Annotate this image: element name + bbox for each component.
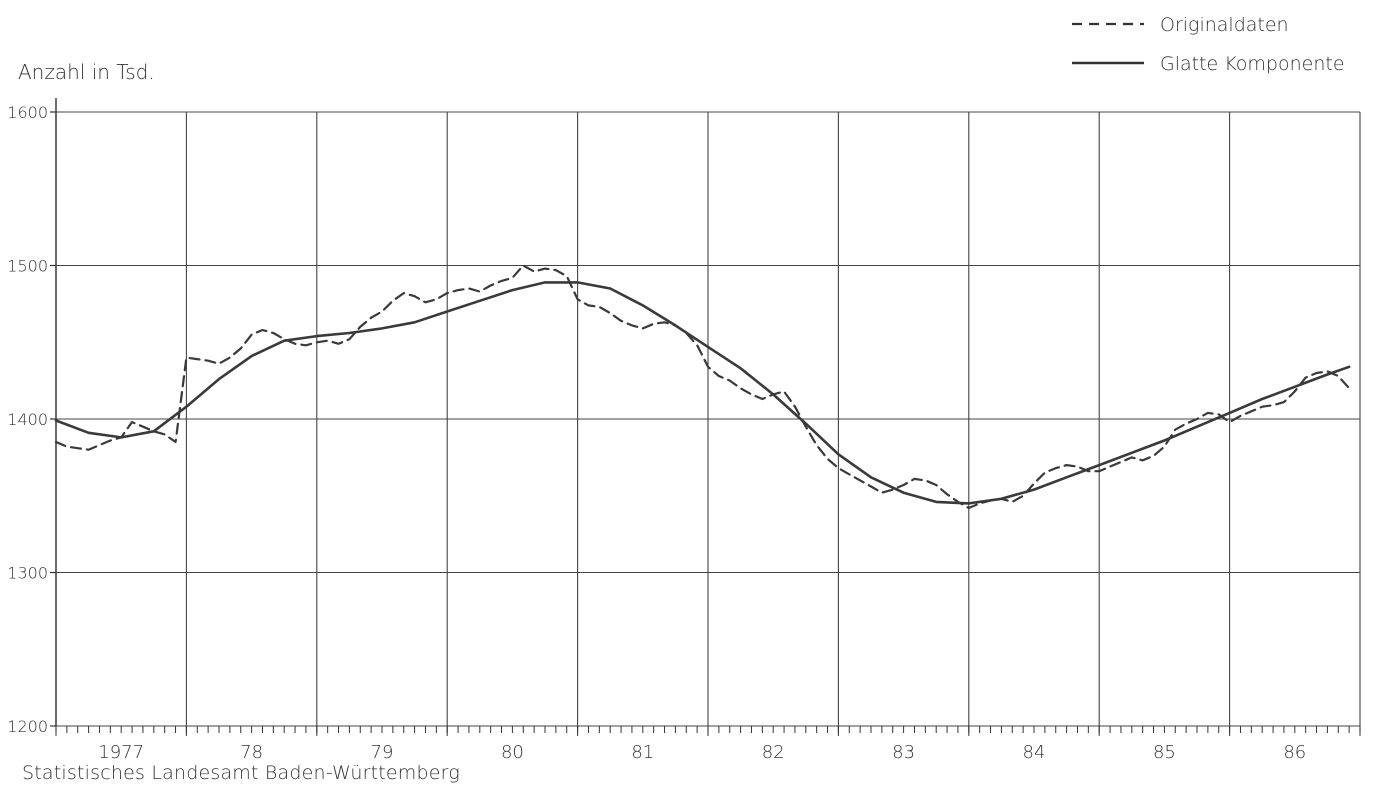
grid — [50, 98, 1361, 736]
year-label: 81 — [631, 742, 654, 763]
y-axis-label: Anzahl in Tsd. — [18, 60, 155, 84]
y-tick-label: 1600 — [7, 103, 48, 122]
legend-label-originaldaten: Originaldaten — [1160, 14, 1289, 36]
year-label: 82 — [762, 742, 785, 763]
year-label: 79 — [371, 742, 394, 763]
year-label: 86 — [1283, 742, 1306, 763]
source-footer: Statistisches Landesamt Baden-Württember… — [22, 762, 460, 784]
minor-ticks — [55, 726, 1361, 733]
y-tick-label: 1400 — [7, 410, 48, 429]
year-label: 78 — [240, 742, 263, 763]
year-label: 85 — [1153, 742, 1176, 763]
y-tick-label: 1500 — [7, 257, 48, 276]
y-tick-label: 1300 — [7, 564, 48, 583]
year-label: 80 — [501, 742, 524, 763]
year-label: 1977 — [98, 742, 144, 763]
series-line-originaldaten — [54, 264, 1351, 510]
series-lines — [54, 264, 1351, 510]
legend: Originaldaten Glatte Komponente — [1072, 14, 1345, 75]
axis-labels: 1200 1300 1400 1500 1600 1977 78 79 80 81 82 83 84 85… — [7, 103, 1306, 763]
year-label: 84 — [1023, 742, 1046, 763]
series-line-glatte-komponente — [54, 281, 1351, 505]
y-tick-label: 1200 — [7, 717, 48, 736]
legend-label-glatte-komponente: Glatte Komponente — [1160, 53, 1345, 75]
year-label: 83 — [892, 742, 915, 763]
